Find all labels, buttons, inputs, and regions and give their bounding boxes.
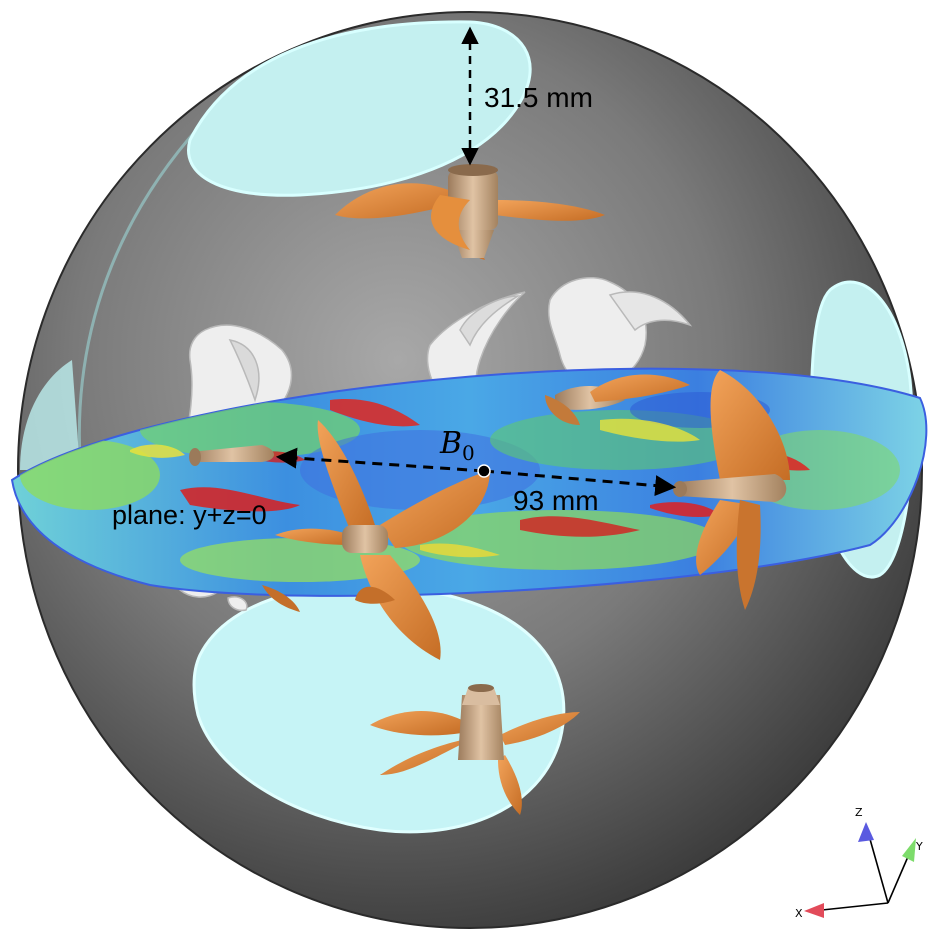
center-point-marker <box>477 464 491 478</box>
back-propeller <box>545 374 690 425</box>
sphere-seam <box>77 93 232 511</box>
point-subscript: 0 <box>462 441 475 465</box>
center-propeller <box>275 420 490 660</box>
right-propeller <box>673 370 790 610</box>
left-window <box>20 360 80 470</box>
plane-label: plane: y+z=0 <box>112 500 267 530</box>
z-axis-label: Z <box>855 806 863 819</box>
x-axis-arrow-icon <box>804 903 824 918</box>
top-window <box>187 20 532 197</box>
left-propeller-hub <box>189 445 274 466</box>
bottom-propeller <box>370 684 580 815</box>
point-symbol: B <box>440 426 463 461</box>
left-distance-arrow <box>275 447 485 473</box>
z-axis-arrow-icon <box>858 822 874 842</box>
y-axis-arrow-icon <box>902 838 916 862</box>
y-axis-label: Y <box>916 840 923 853</box>
top-propeller <box>335 164 605 260</box>
top-distance-label: 31.5 mm <box>484 82 593 113</box>
axes-triad <box>821 831 911 911</box>
radial-distance-label: 93 mm <box>513 485 599 516</box>
x-axis-label: X <box>795 907 803 920</box>
lower-propeller <box>262 585 395 612</box>
center-point-label: B0 <box>440 426 475 465</box>
right-distance-arrow <box>483 469 677 497</box>
